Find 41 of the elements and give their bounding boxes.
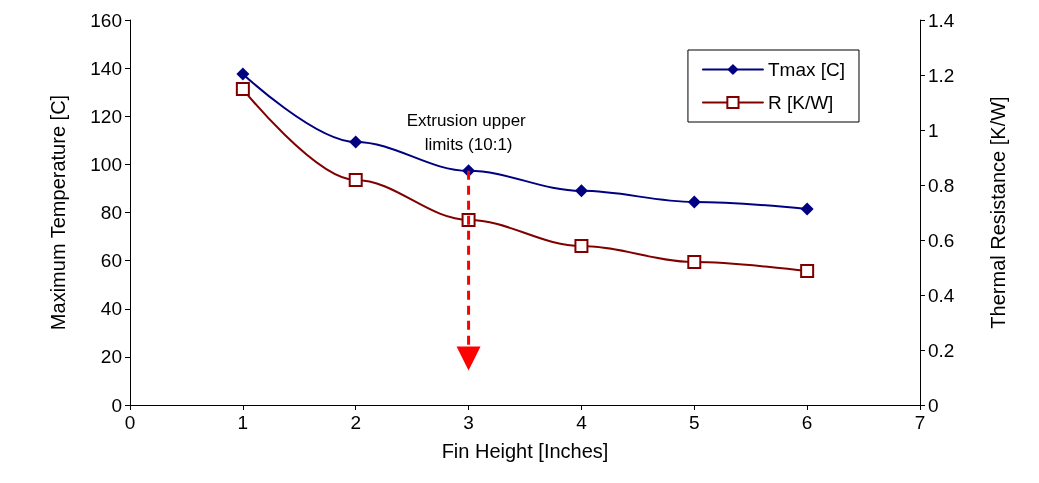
x-tick-label: 4 (576, 412, 588, 433)
y2-tick-label: 1.2 (928, 64, 955, 86)
legend-label: Tmax [C] (767, 59, 845, 80)
y-tick-label: 140 (90, 57, 122, 79)
y-tick-label: 80 (100, 202, 122, 223)
y2-tick-label: 0.2 (928, 339, 955, 361)
x-tick-label: 3 (463, 412, 474, 433)
y2-tick-label: 0.4 (928, 284, 955, 306)
point (235, 82, 250, 97)
point (349, 135, 363, 149)
y-tick-label: 160 (90, 9, 122, 31)
point (687, 255, 702, 269)
y-tick-label: 0 (111, 394, 122, 416)
y2-tick-label: 0.6 (928, 229, 955, 251)
point (687, 195, 701, 209)
x-axis-title: Fin Height [Inches] (441, 440, 609, 462)
x-tick-label: 6 (801, 412, 813, 433)
point (348, 173, 363, 188)
point (574, 239, 589, 254)
x-tick-label: 2 (350, 412, 361, 433)
y2-tick-label: 1 (928, 119, 939, 141)
legend-label: R [K/W] (767, 92, 834, 113)
y-tick-label: 40 (100, 298, 122, 320)
x-tick-label: 7 (914, 412, 926, 433)
x-tick-label: 1 (237, 412, 249, 433)
y-tick-label: 60 (100, 250, 122, 272)
point (574, 184, 588, 198)
x-tick-label: 0 (124, 412, 136, 433)
point (800, 202, 814, 216)
x-tick-label: 5 (689, 412, 700, 433)
y2-tick-label: 0 (928, 394, 939, 416)
y2-tick-label: 1.4 (928, 9, 955, 31)
point (236, 67, 250, 81)
y-axis-title: Maximum Temperature [C] (47, 94, 69, 331)
y2-axis-title: Thermal Resistance [K/W] (987, 96, 1009, 329)
y2-tick-label: 0.8 (928, 174, 955, 196)
annotation: Extrusion upper limits (10:1) (406, 111, 531, 155)
y-tick-label: 120 (90, 105, 122, 127)
y-tick-label: 100 (90, 153, 122, 175)
point (800, 264, 815, 279)
y-tick-label: 20 (100, 346, 122, 368)
